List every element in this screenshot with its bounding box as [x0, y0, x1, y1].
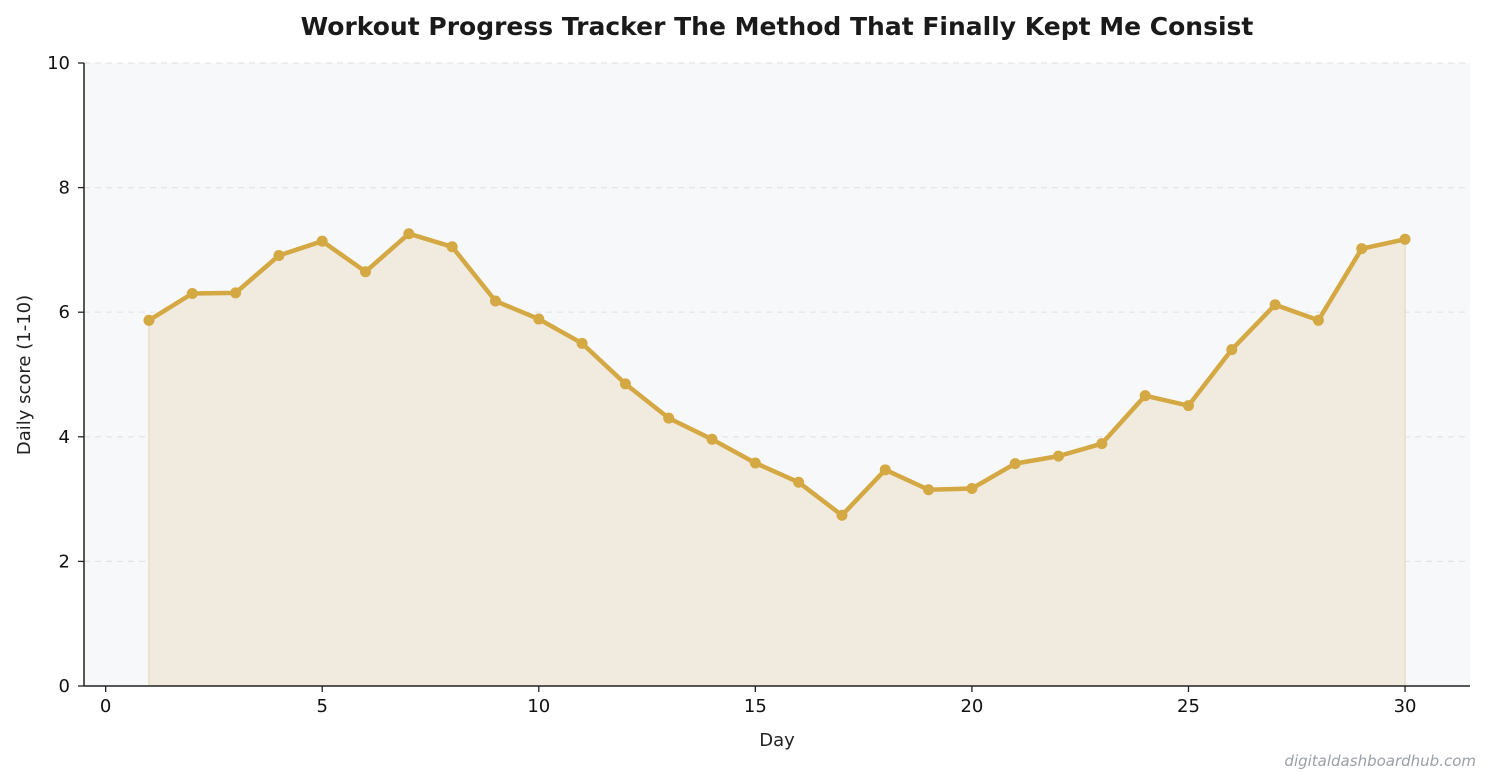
data-point [230, 287, 242, 299]
data-point [966, 483, 978, 495]
x-tick-label: 10 [527, 696, 550, 717]
series-line [146, 231, 1408, 518]
x-tick-label: 5 [316, 696, 327, 717]
series-area-fill [148, 233, 1406, 686]
data-point [663, 412, 675, 424]
data-point [749, 457, 761, 469]
data-point [706, 433, 718, 445]
watermark: digitaldashboardhub.com [1284, 752, 1476, 770]
data-point [879, 464, 891, 476]
data-point [1269, 299, 1281, 311]
data-point [1009, 458, 1021, 470]
y-tick-label: 2 [59, 551, 70, 572]
data-point [1053, 450, 1065, 462]
data-point [836, 509, 848, 521]
x-tick-label: 15 [744, 696, 767, 717]
x-axis-label: Day [759, 730, 795, 751]
data-point [186, 288, 198, 300]
x-tick-label: 30 [1394, 696, 1417, 717]
chart-title: Workout Progress Tracker The Method That… [301, 12, 1254, 41]
data-point [273, 250, 285, 262]
data-point [619, 378, 631, 390]
data-point [1356, 243, 1368, 255]
data-point [1182, 400, 1194, 412]
x-tick-label: 25 [1177, 696, 1200, 717]
area-edges [148, 239, 1406, 686]
data-point [1399, 233, 1411, 245]
y-tick-label: 8 [59, 178, 70, 199]
x-axis-ticks: 0 5 10 15 20 25 30 [100, 686, 1417, 717]
data-point [489, 295, 501, 307]
data-point [360, 266, 372, 278]
data-point [316, 235, 328, 247]
x-tick-label: 20 [960, 696, 983, 717]
data-point [1139, 390, 1151, 402]
data-point [1226, 344, 1238, 356]
data-point [1312, 314, 1324, 326]
y-tick-label: 4 [59, 427, 70, 448]
data-point [793, 476, 805, 488]
y-axis-label: Daily score (1-10) [14, 295, 35, 455]
y-tick-label: 10 [47, 53, 70, 74]
x-tick-label: 0 [100, 696, 111, 717]
data-point [1096, 438, 1108, 450]
data-points [143, 228, 1411, 521]
y-tick-label: 0 [59, 676, 70, 697]
data-point [923, 484, 935, 496]
data-point [403, 228, 415, 240]
data-point [576, 337, 588, 349]
data-point [143, 314, 155, 326]
data-point [446, 241, 458, 253]
y-axis-ticks: 0 2 4 6 8 10 [47, 53, 84, 697]
data-point [533, 313, 545, 325]
y-tick-label: 6 [59, 302, 70, 323]
